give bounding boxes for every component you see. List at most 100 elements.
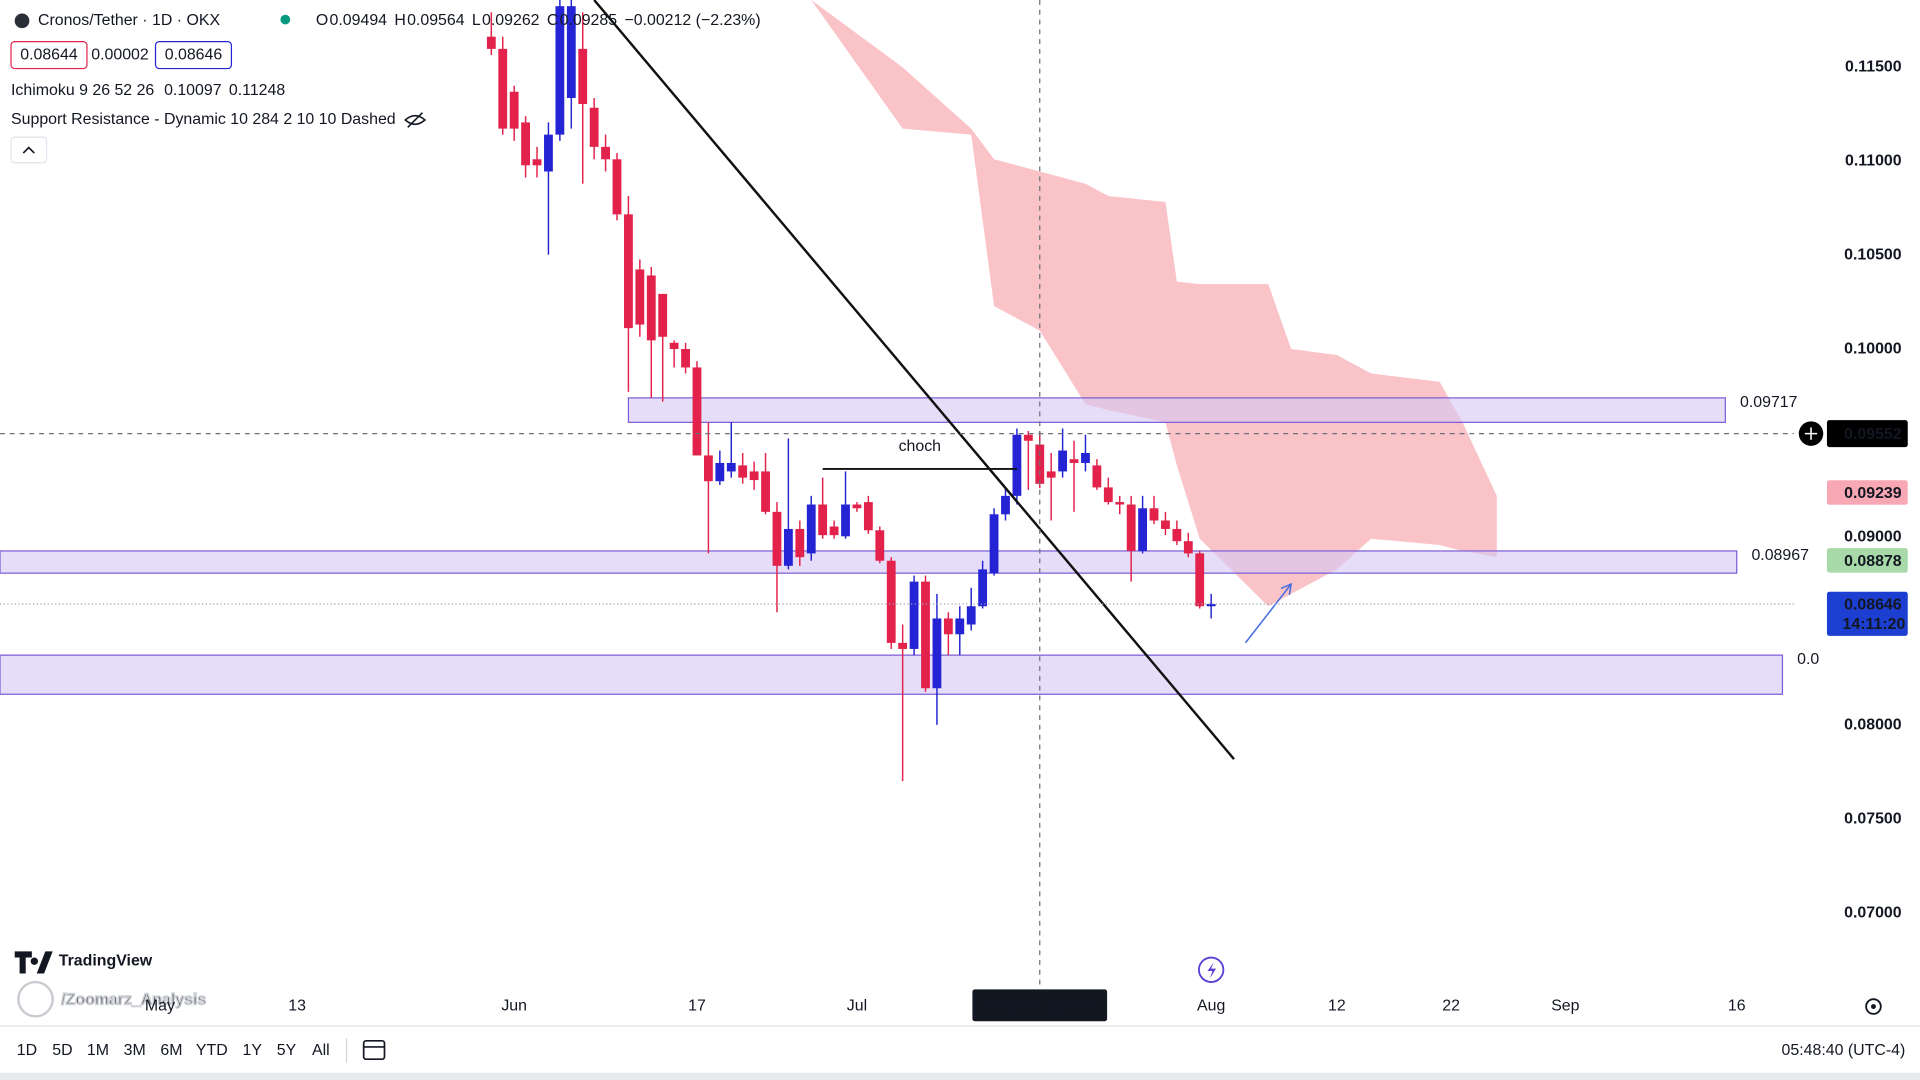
- price-badge: [1826, 548, 1908, 573]
- watermark-author: /Zoomarz_Analysis: [61, 992, 206, 1009]
- ohlc-key: H: [394, 12, 406, 29]
- trendline: [593, 0, 1235, 760]
- last-price-badge: [1826, 591, 1908, 636]
- sr-zone: [0, 550, 1738, 574]
- bottom-edge: [0, 1072, 1920, 1080]
- indicator-value: 0.10097: [164, 82, 222, 99]
- range-button[interactable]: 1Y: [243, 1042, 263, 1059]
- crosshair-price-label: 0.09552: [1844, 426, 1902, 443]
- candle-body: [738, 465, 748, 478]
- candle-body: [783, 528, 793, 566]
- market-status-dot: [280, 14, 291, 25]
- range-button[interactable]: 6M: [160, 1042, 182, 1059]
- price-badge-label: 0.09239: [1844, 485, 1902, 502]
- crosshair-date-badge: [972, 989, 1108, 1022]
- range-button[interactable]: 5Y: [277, 1042, 297, 1059]
- collapse-button[interactable]: [10, 136, 48, 164]
- range-button[interactable]: 5D: [52, 1042, 72, 1059]
- quote-value: 0.00002: [91, 46, 149, 63]
- candle-body: [1172, 528, 1182, 542]
- sr-zone-label: 0.0: [1797, 651, 1819, 668]
- candle-body: [886, 560, 896, 643]
- candle-body: [966, 606, 976, 625]
- candle-body: [989, 514, 999, 574]
- sr-zone: [0, 654, 1784, 695]
- candle-body: [566, 6, 576, 98]
- candle-body: [555, 6, 565, 135]
- y-tick-label: 0.07000: [1844, 905, 1902, 922]
- sr-zone-label: 0.08967: [1751, 547, 1809, 564]
- arrow-line: [1244, 583, 1292, 644]
- price-badge: [1826, 480, 1908, 505]
- candle-body: [1092, 465, 1102, 488]
- quote-value: 0.08644: [20, 46, 78, 63]
- ohlc-change: −0.00212 (−2.23%): [624, 12, 760, 29]
- ohlc-key: C: [547, 12, 559, 29]
- candle-body: [692, 367, 702, 456]
- candle-body: [704, 455, 713, 482]
- x-tick-label: Jul: [847, 998, 867, 1015]
- candle-body: [1058, 450, 1068, 472]
- candle-body: [521, 122, 531, 166]
- candle-body: [955, 618, 965, 635]
- replay-icon[interactable]: [1197, 956, 1225, 983]
- candle-body: [601, 146, 610, 160]
- hidden-eye-icon: [404, 112, 427, 128]
- ohlc-key: O: [316, 12, 328, 29]
- settings-dot: [1871, 1004, 1876, 1009]
- candle-body: [829, 526, 839, 536]
- watermark-brand: TradingView: [59, 952, 153, 969]
- candle-body: [1195, 553, 1205, 607]
- range-button[interactable]: 1M: [87, 1042, 109, 1059]
- indicator-value: 0.11248: [229, 82, 285, 99]
- x-tick-label: 16: [1728, 998, 1746, 1015]
- ohlc-value: 0.09285: [560, 12, 618, 29]
- candle-body: [761, 471, 770, 512]
- arrow-head: [1280, 582, 1293, 596]
- quote-pill[interactable]: [10, 41, 88, 70]
- y-tick-label: 0.11500: [1845, 59, 1902, 76]
- indicator-name: Support Resistance - Dynamic 10 284 2 10…: [11, 111, 396, 128]
- candle-body: [658, 293, 668, 337]
- tv-logo: [14, 951, 53, 974]
- candle-body: [1206, 603, 1216, 607]
- y-tick-label: 0.11000: [1845, 153, 1902, 170]
- candle-body: [841, 504, 850, 537]
- candle-body: [1081, 452, 1090, 463]
- candle-body: [509, 91, 519, 129]
- candle-body: [544, 134, 553, 172]
- candle-body: [806, 504, 816, 554]
- candle-body: [1023, 434, 1033, 441]
- y-tick-label: 0.10500: [1844, 247, 1902, 264]
- candle-body: [669, 342, 679, 350]
- crosshair-date-label: Wed 17 Jul '24: [988, 998, 1093, 1015]
- y-tick-label: 0.09000: [1844, 529, 1902, 546]
- candle-body: [726, 462, 736, 472]
- candle-body: [681, 349, 690, 368]
- candle-body: [909, 581, 919, 649]
- candle-body: [486, 36, 496, 49]
- date-range-icon[interactable]: [362, 1039, 386, 1061]
- replay-bolt: [1207, 962, 1217, 979]
- indicator-name: Ichimoku 9 26 52 26: [11, 82, 154, 99]
- range-button[interactable]: YTD: [196, 1042, 228, 1059]
- ohlc-value: 0.09494: [330, 12, 388, 29]
- range-button[interactable]: All: [312, 1042, 330, 1059]
- countdown-label: 14:11:20: [1843, 616, 1906, 633]
- range-button[interactable]: 3M: [124, 1042, 146, 1059]
- candle-body: [1012, 434, 1022, 496]
- x-tick-label: Jun: [501, 998, 527, 1015]
- candle-body: [1115, 502, 1125, 505]
- price-badge-label: 0.08878: [1844, 553, 1902, 570]
- settings-icon[interactable]: [1865, 998, 1882, 1015]
- ichimoku-cloud: [811, 0, 1497, 607]
- quote-pill[interactable]: [154, 41, 233, 70]
- range-button[interactable]: 1D: [17, 1042, 37, 1059]
- x-tick-label: 17: [688, 998, 706, 1015]
- x-tick-label: 13: [288, 998, 306, 1015]
- candle-body: [943, 618, 953, 635]
- candle-body: [852, 504, 862, 509]
- candle-body: [578, 48, 588, 104]
- choch-label: choch: [899, 438, 941, 455]
